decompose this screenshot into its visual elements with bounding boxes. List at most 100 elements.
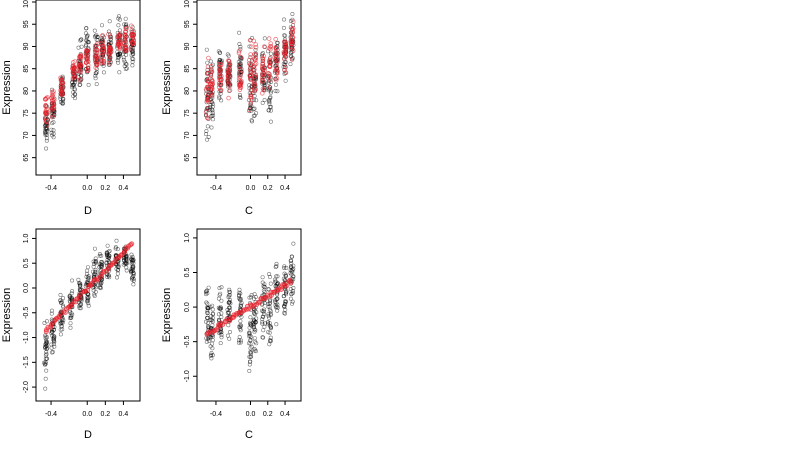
observed-point — [50, 350, 55, 355]
observed-point — [219, 285, 224, 290]
x-tick-label: 0.2 — [100, 185, 110, 192]
observed-point — [283, 300, 288, 305]
observed-point — [107, 275, 112, 280]
observed-point — [106, 253, 111, 258]
observed-point — [70, 289, 75, 294]
observed-point — [260, 280, 265, 285]
observed-point — [251, 107, 256, 112]
observed-point — [204, 292, 209, 297]
fitted-point — [208, 76, 213, 81]
observed-point — [123, 61, 128, 66]
observed-point — [130, 259, 135, 264]
observed-point — [44, 356, 49, 361]
observed-point — [262, 36, 267, 41]
fitted-point — [204, 98, 210, 103]
observed-point — [228, 329, 233, 334]
fitted-point — [60, 80, 66, 86]
fitted-point — [248, 100, 254, 106]
fitted-point — [273, 49, 279, 54]
observed-point — [85, 265, 90, 270]
observed-point — [91, 259, 96, 264]
observed-point — [283, 272, 288, 277]
observed-point — [247, 368, 252, 373]
observed-point — [44, 349, 49, 354]
observed-point — [43, 132, 48, 137]
observed-point — [274, 297, 279, 302]
observed-point — [290, 301, 295, 306]
fitted-point — [123, 45, 129, 50]
observed-point — [84, 42, 89, 47]
observed-point — [268, 313, 273, 318]
observed-point — [219, 328, 224, 333]
observed-point — [218, 341, 223, 346]
fitted-point — [59, 83, 65, 89]
observed-point — [44, 368, 49, 373]
fitted-point — [116, 32, 122, 38]
observed-point — [68, 325, 73, 330]
x-axis-label: D — [84, 205, 92, 217]
fitted-point — [94, 62, 100, 67]
fitted-point — [274, 71, 280, 76]
observed-point — [124, 268, 129, 273]
observed-point — [266, 312, 271, 317]
fitted-point — [50, 112, 56, 118]
fitted-point — [45, 95, 50, 100]
observed-point — [209, 356, 214, 361]
observed-point — [216, 312, 221, 317]
observed-point — [42, 360, 47, 365]
observed-point — [113, 246, 118, 251]
observed-point — [266, 86, 271, 91]
observed-point — [71, 94, 76, 99]
observed-point — [238, 340, 243, 345]
observed-point — [227, 314, 232, 319]
observed-point — [68, 316, 73, 321]
observed-point — [219, 314, 224, 319]
observed-point — [268, 281, 273, 286]
observed-point — [238, 338, 243, 343]
fitted-point — [225, 75, 231, 81]
fitted-point — [59, 86, 64, 92]
fitted-point — [288, 280, 294, 286]
y-tick-label: 0.0 — [184, 302, 191, 312]
observed-point — [290, 290, 295, 295]
observed-point — [50, 329, 55, 334]
observed-point — [208, 64, 213, 69]
observed-point — [268, 95, 273, 100]
observed-point — [237, 293, 242, 298]
observed-point — [61, 296, 66, 301]
fitted-point — [261, 44, 267, 49]
observed-point — [237, 287, 242, 292]
observed-point — [204, 319, 209, 324]
observed-point — [219, 335, 224, 340]
observed-point — [226, 310, 231, 315]
observed-point — [219, 306, 224, 311]
observed-point — [131, 52, 136, 57]
observed-point — [206, 338, 211, 343]
observed-point — [104, 261, 109, 266]
observed-point — [261, 335, 266, 340]
observed-point — [261, 309, 266, 314]
observed-point — [105, 255, 110, 260]
y-axis-label: Expression — [1, 288, 13, 342]
observed-point — [291, 241, 296, 246]
fitted-point — [131, 29, 137, 35]
observed-point — [123, 257, 128, 262]
fitted-point — [225, 82, 231, 87]
observed-point — [76, 277, 81, 282]
observed-point — [92, 246, 97, 251]
y-tick-label: -0.5 — [23, 307, 30, 319]
fitted-point — [208, 81, 213, 87]
fitted-point — [121, 40, 127, 46]
observed-point — [206, 116, 211, 121]
fitted-point — [249, 44, 254, 49]
fitted-point — [218, 80, 224, 85]
fitted-point — [290, 48, 296, 54]
observed-point — [210, 111, 215, 116]
fitted-point — [290, 30, 295, 35]
observed-point — [84, 35, 89, 40]
observed-point — [90, 282, 95, 287]
observed-point — [267, 272, 272, 277]
observed-point — [210, 303, 215, 308]
observed-point — [210, 319, 215, 324]
observed-point — [99, 259, 104, 264]
